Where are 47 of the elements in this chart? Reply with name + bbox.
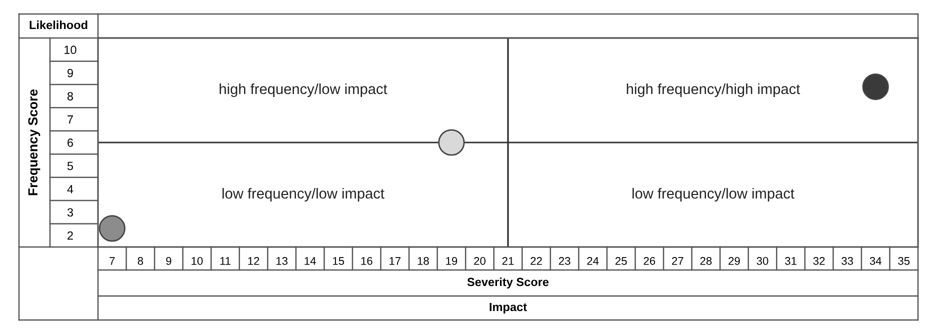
- x-tick-label: 15: [333, 257, 344, 265]
- y-tick-label: 2: [68, 231, 73, 240]
- y-axis-title: Frequency Score: [28, 89, 40, 196]
- annotation: high frequency/low impact: [220, 83, 388, 98]
- x-tick-label: 31: [785, 257, 796, 265]
- x-tick-label: 21: [502, 257, 514, 265]
- x-tick-label: 35: [898, 257, 910, 265]
- x-tick-label: 7: [110, 257, 115, 265]
- y-tick-label: 10: [64, 46, 76, 54]
- x-tick-label: 28: [700, 257, 712, 265]
- x-tick-label: 33: [842, 257, 853, 265]
- x-tick-label: 20: [474, 257, 486, 265]
- x-tick-label: 22: [530, 257, 542, 265]
- x-tick-label: 27: [672, 257, 684, 265]
- x-tick-label: 12: [248, 257, 260, 265]
- x-tick-label: 29: [728, 257, 740, 265]
- x-tick-label: 18: [418, 257, 429, 265]
- x-tick-label: 17: [390, 257, 401, 265]
- x-tick-label: 8: [138, 257, 144, 265]
- text: Likelihood: [30, 20, 88, 30]
- x-tick-label: 34: [870, 257, 882, 265]
- x-tick-label: 10: [192, 257, 203, 265]
- x-tick-label: 11: [220, 257, 230, 265]
- annotation: high frequency/high impact: [626, 83, 800, 98]
- annotation: low frequency/low impact: [632, 188, 794, 202]
- x-tick-label: 14: [304, 257, 316, 265]
- x-tick-label: 32: [813, 257, 825, 265]
- y-tick-label: 9: [67, 68, 73, 78]
- x-tick-label: 23: [558, 257, 570, 265]
- text: Impact: [490, 302, 527, 314]
- x-tick-label: 26: [644, 257, 656, 265]
- x-axis-title: Severity Score: [467, 277, 549, 289]
- y-tick-label: 4: [67, 185, 74, 194]
- y-tick-label: 7: [68, 115, 73, 124]
- x-tick-label: 30: [756, 257, 768, 265]
- y-tick-label: 3: [67, 208, 73, 217]
- y-tick-label: 6: [68, 138, 73, 147]
- x-tick-label: 25: [615, 257, 627, 265]
- y-tick-label: 5: [67, 162, 74, 170]
- x-tick-label: 16: [361, 257, 372, 265]
- y-tick-label: 8: [67, 92, 73, 100]
- x-tick-label: 13: [276, 257, 288, 265]
- x-tick-label: 19: [446, 257, 458, 265]
- x-tick-label: 9: [166, 257, 172, 265]
- point: [98, 215, 126, 242]
- annotation: low frequency/low impact: [222, 188, 384, 202]
- x-tick-label: 24: [587, 257, 599, 265]
